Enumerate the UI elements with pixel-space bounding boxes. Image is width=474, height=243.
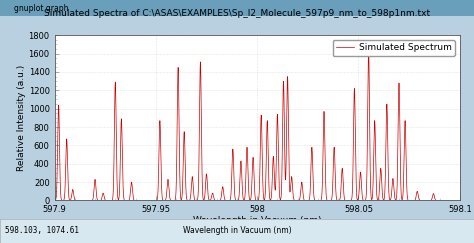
Text: Simulated Spectra of C:\ASAS\EXAMPLES\Sp_I2_Molecule_597p9_nm_to_598p1nm.txt: Simulated Spectra of C:\ASAS\EXAMPLES\Sp… [44, 9, 430, 17]
Simulated Spectrum [366, 48, 372, 51]
Text: Wavelength in Vacuum (nm): Wavelength in Vacuum (nm) [182, 226, 292, 235]
Simulated Spectrum [457, 199, 463, 202]
Text: 598.103, 1074.61: 598.103, 1074.61 [5, 226, 79, 235]
Simulated Spectrum [298, 186, 304, 189]
Simulated Spectrum [52, 199, 57, 202]
Simulated Spectrum [259, 141, 265, 144]
Y-axis label: Relative Intensity (a.u.): Relative Intensity (a.u.) [17, 65, 26, 171]
Text: gnuplot graph: gnuplot graph [14, 4, 69, 13]
Simulated Spectrum [156, 132, 162, 135]
Legend: Simulated Spectrum: Simulated Spectrum [333, 40, 455, 56]
Simulated Spectrum [73, 199, 79, 202]
Simulated Spectrum [265, 130, 271, 133]
Line: Simulated Spectrum: Simulated Spectrum [55, 50, 460, 200]
Simulated Spectrum [112, 109, 118, 112]
X-axis label: Wavelength in Vacuum (nm): Wavelength in Vacuum (nm) [193, 216, 321, 225]
